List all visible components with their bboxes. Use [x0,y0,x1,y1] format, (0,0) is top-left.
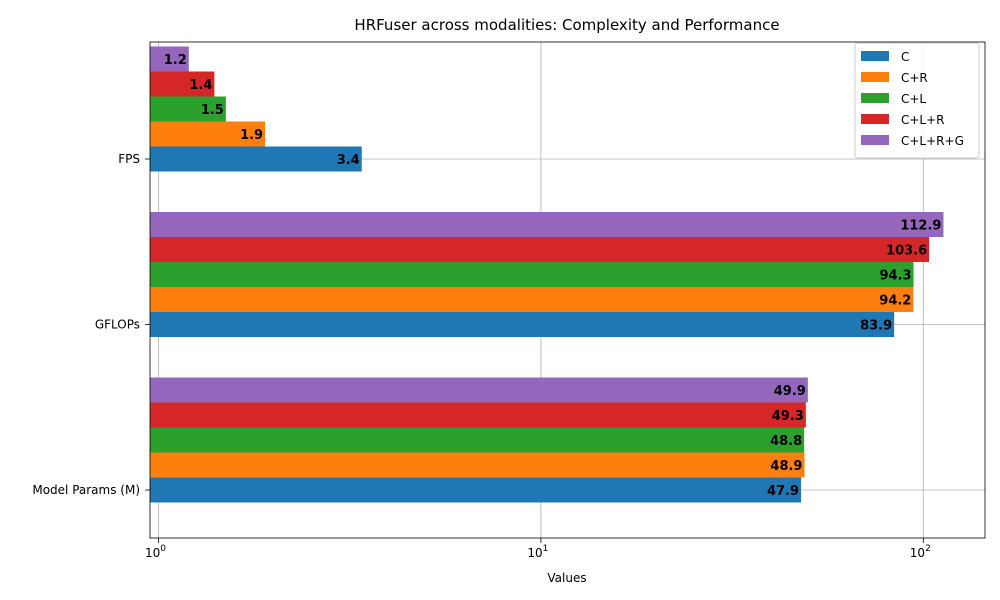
plot-frame [149,41,986,539]
bar [150,287,914,312]
data-label: 112.9 [900,219,941,234]
data-label: 48.8 [770,434,802,449]
data-label: 83.9 [860,319,892,334]
data-label: 1.4 [189,78,212,93]
bar [150,146,362,172]
data-label: 3.4 [337,153,360,168]
legend-swatch [861,93,889,103]
legend-swatch [861,51,889,61]
x-tick-label: 102 [910,544,931,560]
data-label: 1.5 [201,103,224,118]
legend-swatch [861,72,889,82]
y-ticks-layer: Model Params (M) GFLOPs FPS [32,152,150,497]
legend-box [854,42,980,159]
x-axis-title: Values [547,571,586,585]
legend: C C+R C+L C+L+R C+L+R+G [854,42,980,159]
x-tick-label: 100 [145,544,166,560]
y-tick-label: Model Params (M) [32,483,140,497]
bar [150,237,930,262]
data-label: 94.3 [879,269,911,284]
x-tick-label: 101 [527,544,548,560]
bar [150,71,215,97]
bar [150,46,189,72]
data-label: 49.3 [772,409,804,424]
data-labels-layer: 47.9 83.9 3.4 48.9 94.2 1.9 48.8 94.3 1.5 49.3 103… [164,53,942,499]
bar [150,377,808,403]
y-tick-label: GFLOPs [95,318,140,332]
data-label: 94.2 [879,294,911,309]
bar [150,96,226,122]
data-label: 47.9 [767,484,799,499]
bar [150,312,895,337]
legend-swatch [861,135,889,145]
legend-entry: C+R [901,71,928,85]
y-tick-label: FPS [118,152,140,166]
x-ticks-layer: 100 101 102 [145,538,931,560]
bar [150,121,266,147]
bar [150,212,944,237]
data-label: 1.9 [240,128,263,143]
legend-swatch [861,114,889,124]
bar [150,402,806,428]
data-label: 48.9 [770,459,802,474]
legend-entry: C+L+R [901,113,945,127]
bar [150,262,914,287]
data-label: 1.2 [164,53,187,68]
bars-layer [150,46,944,503]
data-label: 49.9 [774,384,806,399]
bar [150,427,805,453]
bar [150,452,805,478]
data-label: 103.6 [886,244,927,259]
chart-title: HRFuser across modalities: Complexity an… [354,16,779,34]
legend-entry: C [901,50,909,64]
legend-entry: C+L [901,92,926,106]
bar [150,477,802,503]
legend-entry: C+L+R+G [901,134,964,148]
